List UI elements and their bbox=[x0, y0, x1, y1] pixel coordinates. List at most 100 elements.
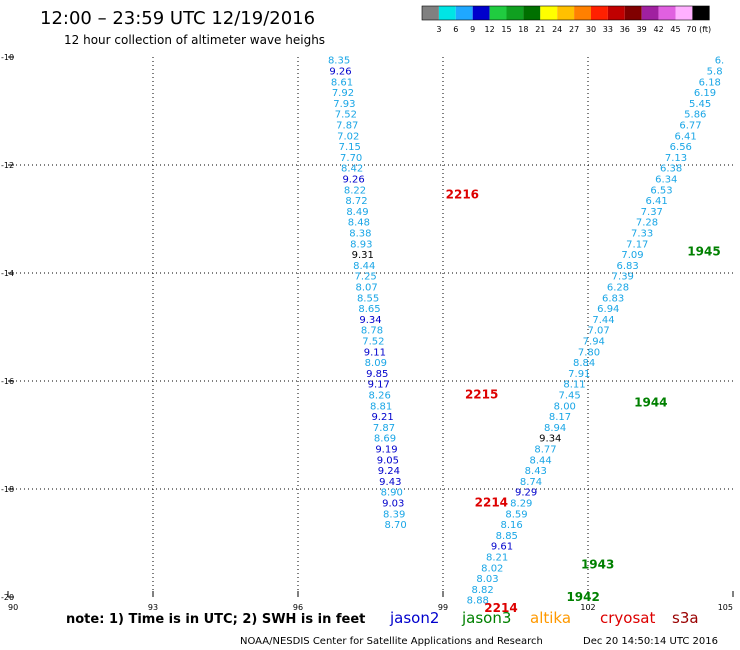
colorbar-swatch-6 bbox=[523, 6, 541, 20]
colorbar-label-9: 30 bbox=[586, 25, 596, 34]
data-point-t0-7: 7.02 bbox=[337, 131, 359, 142]
colorbar-label-6: 21 bbox=[535, 25, 545, 34]
data-points: 8.359.268.617.927.937.527.877.027.157.70… bbox=[328, 56, 724, 607]
y-tick-label-2: -14 bbox=[1, 269, 14, 278]
data-point-t0-21: 8.07 bbox=[356, 283, 378, 294]
colorbar-swatch-13 bbox=[641, 6, 659, 20]
data-point-t0-20: 7.25 bbox=[355, 272, 377, 283]
data-point-t1-21: 6.28 bbox=[607, 283, 629, 294]
data-point-t1-18: 7.09 bbox=[621, 250, 643, 261]
data-point-t0-10: 8.42 bbox=[341, 164, 363, 175]
y-tick-label-0: -10 bbox=[1, 53, 14, 62]
data-point-t1-42: 8.59 bbox=[505, 509, 527, 520]
data-point-t1-25: 7.07 bbox=[588, 326, 610, 337]
data-point-t1-9: 7.13 bbox=[665, 153, 687, 164]
data-point-t1-17: 7.17 bbox=[626, 239, 648, 250]
data-point-t1-20: 7.39 bbox=[612, 272, 634, 283]
data-point-t0-17: 8.93 bbox=[350, 239, 372, 250]
data-point-t0-31: 8.26 bbox=[369, 391, 391, 402]
data-point-t1-50: 8.88 bbox=[467, 596, 489, 607]
data-point-t1-4: 5.45 bbox=[689, 99, 711, 110]
colorbar-label-5: 18 bbox=[518, 25, 528, 34]
colorbar-swatch-14 bbox=[658, 6, 676, 20]
data-point-t0-39: 9.43 bbox=[379, 477, 401, 488]
footer-credit: NOAA/NESDIS Center for Satellite Applica… bbox=[240, 636, 543, 647]
data-point-t1-7: 6.41 bbox=[675, 131, 697, 142]
data-point-t0-34: 7.87 bbox=[373, 423, 395, 434]
time-label-t1-1: 1944 bbox=[634, 396, 667, 410]
time-label-t1-3: 1942 bbox=[566, 590, 599, 604]
data-point-t1-41: 8.29 bbox=[510, 499, 532, 510]
data-point-t0-9: 7.70 bbox=[340, 153, 362, 164]
data-point-t1-29: 7.91 bbox=[568, 369, 590, 380]
data-point-t0-29: 9.85 bbox=[366, 369, 388, 380]
colorbar-swatch-5 bbox=[506, 6, 524, 20]
colorbar-label-11: 36 bbox=[620, 25, 630, 34]
satellite-cryosat: cryosat bbox=[600, 609, 655, 627]
data-point-t0-43: 8.70 bbox=[385, 520, 407, 531]
x-tick-label-2: 96 bbox=[293, 603, 303, 612]
time-label-t0-0: 2216 bbox=[446, 188, 479, 202]
data-point-t1-35: 9.34 bbox=[539, 434, 561, 445]
pass-time-labels: 2216 2215 2214 2214 1945 1944 1943 1942 bbox=[446, 188, 721, 615]
x-tick-label-3: 99 bbox=[438, 603, 448, 612]
data-point-t1-45: 9.61 bbox=[491, 542, 513, 553]
colorbar-swatch-15 bbox=[675, 6, 693, 20]
data-point-t1-6: 6.77 bbox=[679, 121, 701, 132]
y-tick-label-3: -16 bbox=[1, 377, 14, 386]
colorbar-label-12: 39 bbox=[637, 25, 647, 34]
data-point-t0-16: 8.38 bbox=[349, 229, 371, 240]
data-point-t1-3: 6.19 bbox=[694, 88, 716, 99]
data-point-t0-0: 8.35 bbox=[328, 56, 350, 67]
data-point-t0-30: 9.17 bbox=[368, 380, 390, 391]
satellite-jason2: jason2 bbox=[389, 609, 439, 627]
data-point-t0-26: 7.52 bbox=[362, 337, 384, 348]
data-point-t1-24: 7.44 bbox=[592, 315, 614, 326]
data-point-t0-3: 7.92 bbox=[332, 88, 354, 99]
data-point-t0-37: 9.05 bbox=[377, 455, 399, 466]
data-point-t0-13: 8.72 bbox=[345, 196, 367, 207]
data-point-t1-10: 6.38 bbox=[660, 164, 682, 175]
data-point-t0-15: 8.48 bbox=[348, 218, 370, 229]
colorbar-swatch-10 bbox=[591, 6, 608, 20]
data-point-t1-26: 7.94 bbox=[583, 337, 605, 348]
colorbar-legend: 3 6 9 12 15 18 21 24 27 30 33 36 39 42 45 70 (ft) bbox=[421, 5, 711, 34]
data-point-t0-5: 7.52 bbox=[335, 110, 357, 121]
data-point-t1-30: 8.11 bbox=[563, 380, 585, 391]
colorbar-label-4: 15 bbox=[501, 25, 511, 34]
data-point-t1-23: 6.94 bbox=[597, 304, 619, 315]
chart-grid bbox=[8, 57, 733, 597]
data-point-t0-24: 9.34 bbox=[359, 315, 381, 326]
data-point-t1-36: 8.77 bbox=[534, 445, 556, 456]
data-point-t1-0: 6. bbox=[715, 56, 725, 67]
data-point-t0-14: 8.49 bbox=[346, 207, 368, 218]
data-point-t1-44: 8.85 bbox=[496, 531, 518, 542]
data-point-t1-32: 8.00 bbox=[554, 401, 576, 412]
data-point-t1-39: 8.74 bbox=[520, 477, 542, 488]
data-point-t1-16: 7.33 bbox=[631, 229, 653, 240]
y-tick-label-5: -20 bbox=[1, 593, 14, 602]
data-point-t0-42: 8.39 bbox=[383, 509, 405, 520]
data-point-t0-28: 8.09 bbox=[365, 358, 387, 369]
colorbar-label-10: 33 bbox=[603, 25, 613, 34]
data-point-t0-2: 8.61 bbox=[331, 77, 353, 88]
colorbar-swatch-11 bbox=[607, 6, 625, 20]
chart-title: 12:00 – 23:59 UTC 12/19/2016 bbox=[40, 8, 315, 29]
data-point-t1-31: 7.45 bbox=[559, 391, 581, 402]
data-point-t0-12: 8.22 bbox=[344, 185, 366, 196]
data-point-t1-8: 6.56 bbox=[670, 142, 692, 153]
data-point-t1-14: 7.37 bbox=[641, 207, 663, 218]
data-point-t0-23: 8.65 bbox=[358, 304, 380, 315]
colorbar-swatch-1 bbox=[438, 6, 456, 20]
colorbar-swatch-9 bbox=[574, 6, 591, 20]
data-point-t1-19: 6.83 bbox=[617, 261, 639, 272]
footer-note: note: 1) Time is in UTC; 2) SWH is in fe… bbox=[66, 612, 365, 627]
satellite-legend: jason2 jason3 altika cryosat s3a bbox=[389, 609, 699, 627]
colorbar-label-8: 27 bbox=[569, 25, 579, 34]
data-point-t1-28: 8.84 bbox=[573, 358, 595, 369]
data-point-t1-12: 6.53 bbox=[650, 185, 672, 196]
x-tick-label-1: 93 bbox=[148, 603, 158, 612]
data-point-t1-27: 7.80 bbox=[578, 347, 600, 358]
data-point-t1-49: 8.82 bbox=[472, 585, 494, 596]
